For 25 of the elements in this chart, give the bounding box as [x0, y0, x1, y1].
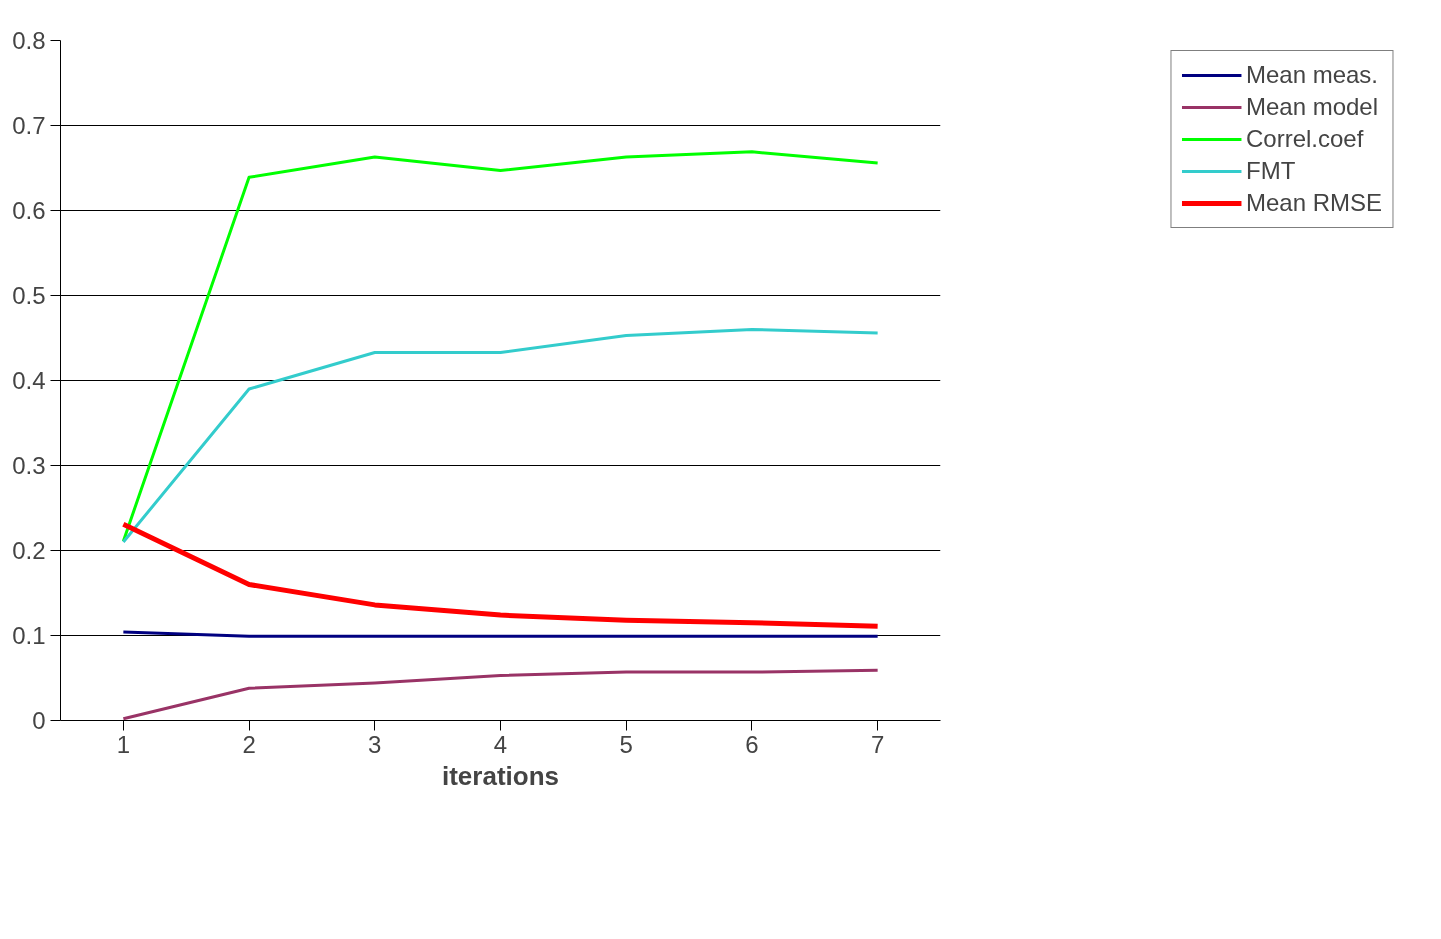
- legend-label: Mean RMSE: [1245, 189, 1383, 217]
- legend-label: Mean model: [1245, 93, 1379, 121]
- y-tick-label: 0.7: [12, 112, 46, 139]
- line-series: [121, 328, 880, 544]
- line-series: [121, 150, 880, 543]
- y-tick-label: 0.1: [12, 622, 46, 649]
- x-tick-label: 7: [870, 730, 885, 758]
- x-tick-label: 6: [745, 730, 759, 758]
- x-tick-label: 4: [493, 730, 508, 758]
- y-tick-label: 0.8: [12, 27, 46, 54]
- y-tick-label: 0.4: [12, 367, 46, 394]
- y-tick-label: 0: [32, 707, 46, 734]
- y-tick-label: 0.2: [12, 537, 46, 564]
- x-tick-label: 3: [368, 730, 382, 758]
- y-tick-label: 0.6: [12, 197, 46, 224]
- x-tick-label: 5: [619, 730, 633, 758]
- y-tick-label: 0.3: [12, 452, 46, 479]
- x-tick-label: 1: [116, 730, 131, 758]
- legend-label: Mean meas.: [1245, 61, 1379, 89]
- line-series: [121, 668, 880, 721]
- y-tick-label: 0.5: [12, 282, 46, 309]
- x-axis-title: iterations: [441, 760, 560, 791]
- legend-label: FMT: [1245, 157, 1296, 185]
- x-tick-label: 2: [242, 730, 256, 758]
- legend-label: Correl.coef: [1245, 125, 1364, 153]
